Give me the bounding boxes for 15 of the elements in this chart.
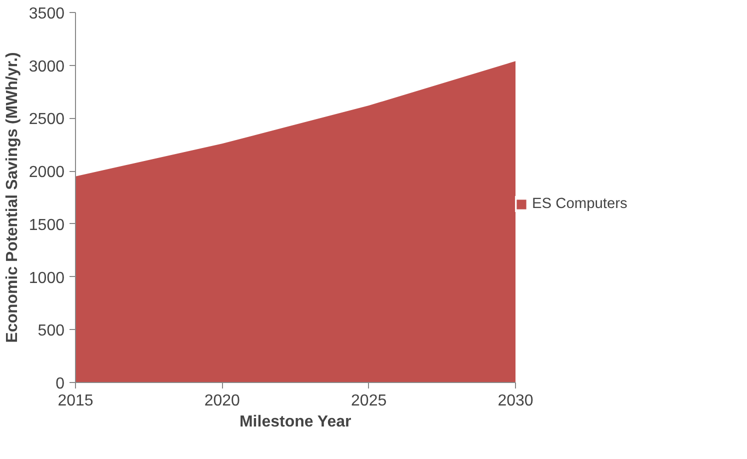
y-tick-label: 0 bbox=[56, 376, 65, 392]
x-tick-label: 2015 bbox=[58, 392, 94, 410]
y-tick-label: 2000 bbox=[28, 164, 65, 182]
y-tick-label: 1000 bbox=[28, 270, 65, 287]
x-tick-label: 2020 bbox=[204, 392, 240, 410]
y-tick-label: 1500 bbox=[28, 216, 65, 234]
y-tick-label: 2500 bbox=[28, 111, 65, 128]
y-tick-label: 3000 bbox=[28, 58, 65, 76]
y-tick-label: 3500 bbox=[28, 6, 65, 22]
series-label: ES Computers bbox=[532, 196, 628, 212]
x-axis-title: Milestone Year bbox=[239, 414, 352, 430]
x-tick-label: 2030 bbox=[498, 392, 534, 410]
y-axis-title: Economic Potential Savings (MWh/yr.) bbox=[4, 52, 21, 343]
y-tick-label: 500 bbox=[38, 322, 65, 340]
x-tick-label: 2025 bbox=[351, 392, 387, 410]
